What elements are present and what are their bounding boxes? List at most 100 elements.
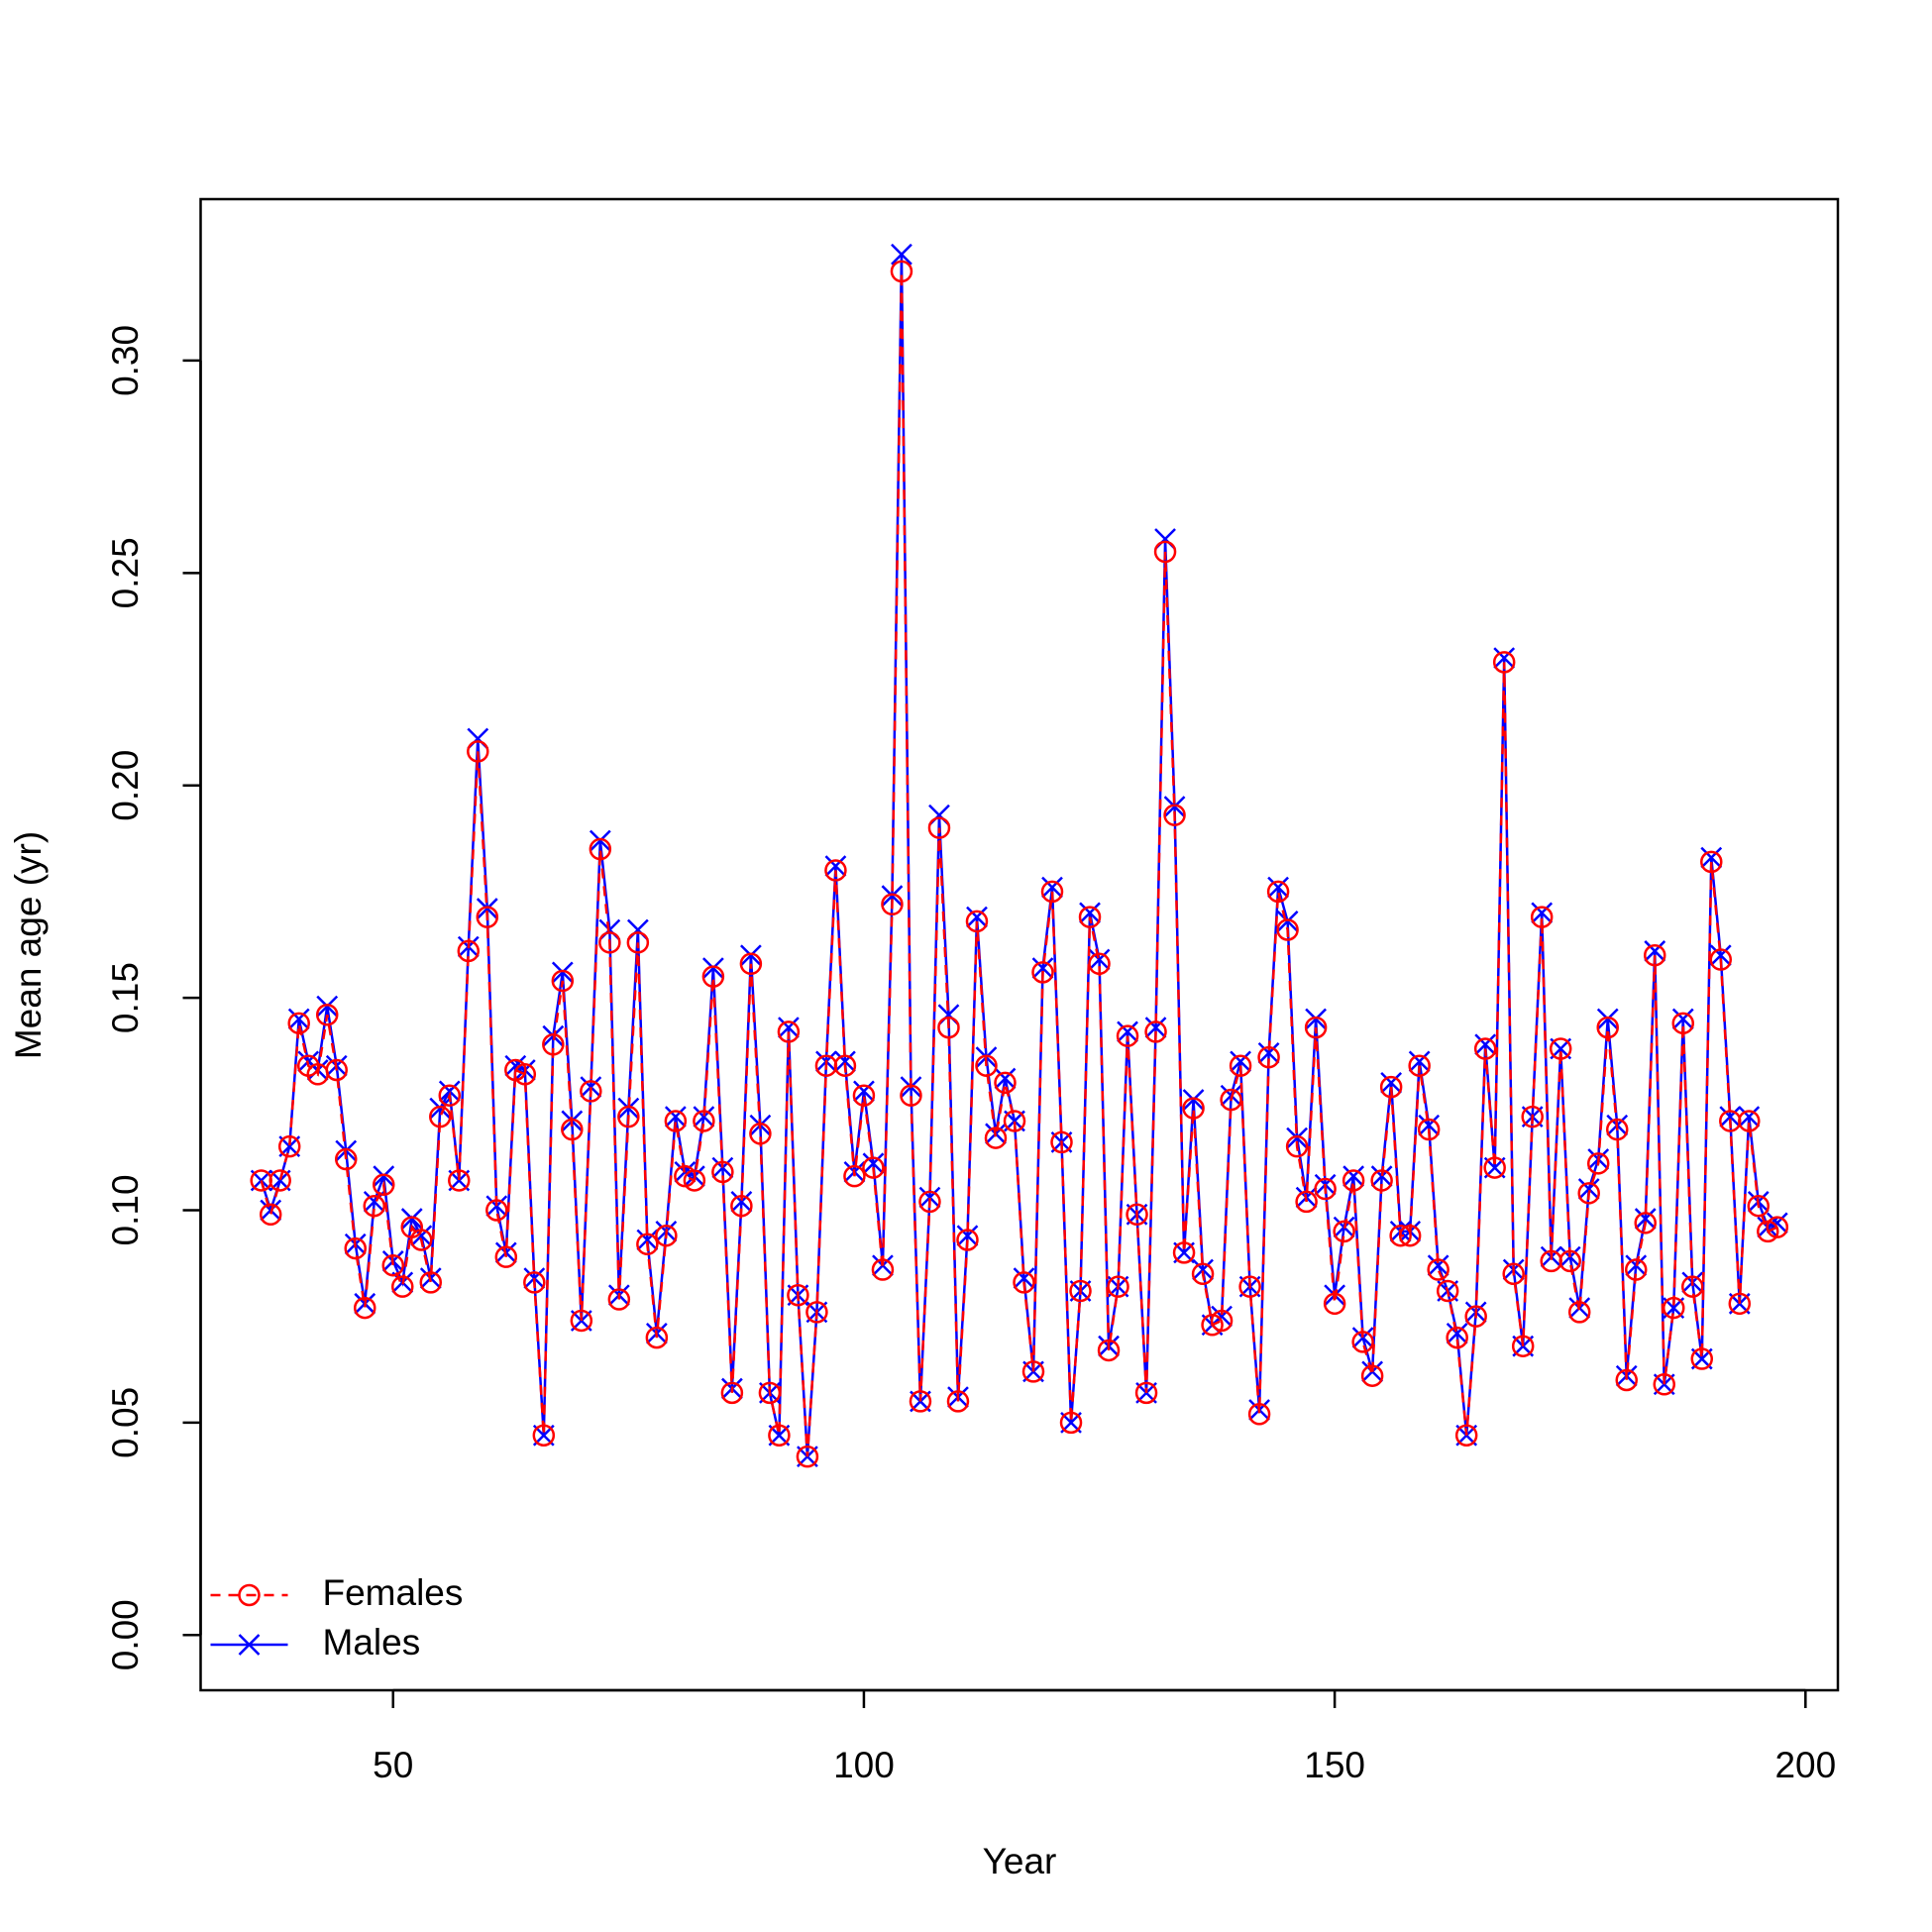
data-point: [1238, 1275, 1261, 1298]
y-tick-label: 0.00: [105, 1599, 146, 1670]
data-point: [1549, 1037, 1572, 1060]
data-point: [381, 1253, 405, 1277]
data-point: [1266, 880, 1290, 904]
data-point: [1276, 911, 1299, 932]
data-point: [1323, 1292, 1346, 1316]
data-point: [1521, 1105, 1544, 1128]
data-point: [711, 1160, 734, 1184]
data-point: [1709, 948, 1733, 971]
data-point: [1624, 1258, 1648, 1281]
data-point: [636, 1229, 659, 1251]
data-point: [937, 1016, 960, 1039]
data-point: [1163, 804, 1186, 826]
data-point: [580, 1080, 602, 1103]
data-point: [1738, 1106, 1761, 1128]
data-point: [1436, 1279, 1459, 1303]
data-point: [900, 1084, 922, 1107]
data-point: [1577, 1178, 1600, 1200]
data-point: [391, 1275, 414, 1298]
data-point: [777, 1020, 801, 1043]
data-point: [1342, 1165, 1365, 1188]
legend-label: Males: [323, 1622, 421, 1663]
data-point: [805, 1301, 828, 1324]
legend-marker: [238, 1634, 261, 1656]
data-point: [1305, 1008, 1328, 1030]
data-point: [334, 1147, 358, 1171]
data-point: [796, 1445, 819, 1468]
data-point: [1351, 1327, 1374, 1349]
data-point: [1446, 1322, 1468, 1344]
data-point: [852, 1084, 876, 1107]
data-point: [701, 965, 725, 988]
data-point: [946, 1390, 970, 1413]
data-point: [1117, 1020, 1138, 1043]
data-point: [542, 1033, 565, 1056]
data-point: [730, 1191, 753, 1213]
data-point: [1333, 1220, 1355, 1243]
data-point: [994, 1071, 1017, 1095]
data-point: [259, 1203, 282, 1227]
data-point: [1107, 1275, 1129, 1298]
data-point: [1013, 1271, 1035, 1294]
data-point: [1700, 850, 1723, 874]
data-point: [740, 944, 762, 967]
data-point: [834, 1050, 856, 1073]
data-point: [1671, 1008, 1694, 1030]
data-point: [664, 1106, 687, 1128]
data-point: [1531, 902, 1554, 924]
data-point: [363, 1194, 385, 1218]
data-point: [485, 1199, 508, 1222]
data-point: [457, 939, 481, 963]
data-point: [862, 1156, 885, 1179]
data-point: [1690, 1347, 1714, 1370]
data-point: [730, 1194, 753, 1218]
data-point: [1615, 1368, 1638, 1392]
data-point: [1267, 876, 1289, 899]
data-point: [636, 1233, 659, 1256]
data-point: [1172, 1241, 1196, 1264]
x-tick-label: 100: [833, 1745, 895, 1785]
data-point: [1418, 1114, 1441, 1136]
data-point: [778, 1017, 800, 1038]
data-point: [683, 1169, 706, 1192]
data-point: [768, 1424, 791, 1447]
data-point: [551, 961, 574, 984]
data-point: [1427, 1258, 1449, 1281]
data-point: [485, 1195, 508, 1218]
series-line: [260, 270, 1778, 1457]
data-point: [701, 957, 724, 979]
data-point: [1446, 1326, 1468, 1349]
data-point: [1134, 1381, 1158, 1405]
data-point: [862, 1152, 885, 1175]
data-point: [1473, 1037, 1497, 1060]
data-point: [645, 1326, 669, 1349]
y-tick-label: 0.25: [105, 537, 146, 608]
data-point: [1502, 1262, 1525, 1286]
data-point: [843, 1164, 866, 1188]
data-point: [589, 829, 611, 852]
data-point: [1182, 1097, 1205, 1120]
data-point: [1229, 1054, 1252, 1077]
data-point: [890, 260, 913, 283]
data-point: [1483, 1156, 1506, 1179]
x-tick-label: 150: [1304, 1745, 1365, 1785]
data-point: [1671, 1012, 1695, 1035]
data-point: [353, 1296, 376, 1320]
data-point: [1088, 948, 1111, 971]
data-point: [1304, 1016, 1328, 1039]
data-point: [626, 931, 650, 954]
data-point: [1728, 1292, 1752, 1316]
data-point: [429, 1105, 452, 1128]
data-point: [523, 1271, 546, 1294]
data-point: [607, 1288, 631, 1311]
data-point: [1126, 1203, 1148, 1227]
data-point: [1088, 952, 1111, 976]
data-point: [1493, 647, 1516, 669]
data-point: [373, 1165, 395, 1188]
data-point: [325, 1058, 348, 1082]
data-point: [344, 1236, 367, 1260]
legend-label: Females: [323, 1572, 464, 1613]
data-point: [373, 1173, 395, 1197]
data-point: [1700, 846, 1723, 869]
data-point: [1605, 1118, 1629, 1141]
